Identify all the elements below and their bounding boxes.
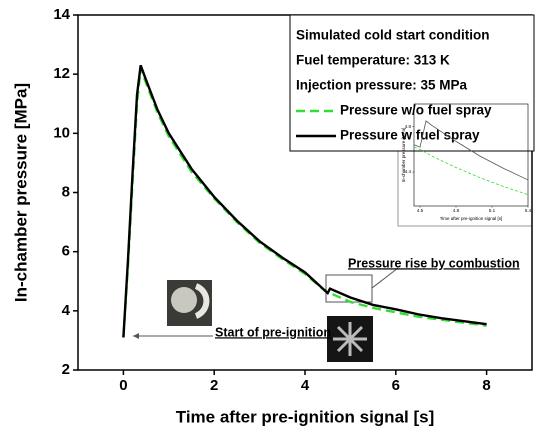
legend-title: Simulated cold start condition [296, 28, 490, 43]
y-tick-label: 8 [62, 183, 70, 200]
series-line [122, 64, 487, 338]
x-tick-label: 0 [119, 377, 127, 394]
x-tick-label: 4.8 [453, 208, 460, 213]
y-tick-label: 10 [53, 124, 70, 141]
x-axis-label: Time after pre-ignition signal [s] [440, 216, 503, 221]
x-tick-label: 4 [301, 377, 310, 394]
y-axis-label: In-chamber pressure [MPa] [401, 128, 406, 183]
plot-frame [413, 103, 529, 207]
y-axis-label: In-chamber pressure [MPa] [11, 83, 30, 302]
photo-detail [194, 283, 210, 319]
x-tick-label: 8 [482, 377, 490, 394]
spray-plumes [333, 322, 367, 356]
legend-box [289, 14, 535, 152]
x-tick-label: 2 [210, 377, 218, 394]
series-line [413, 120, 529, 181]
x-tick-label: 5.4 [525, 208, 532, 213]
legend-title: Injection pressure: 35 MPa [296, 78, 468, 93]
y-tick-label: 4 [62, 302, 71, 319]
legend-label: Pressure w fuel spray [340, 128, 480, 143]
annotation: Start of pre-ignition [215, 325, 331, 339]
zoom-arrow [371, 267, 399, 289]
annotation: Pressure rise by combustion [348, 256, 520, 270]
legend-title: Fuel temperature: 313 K [296, 53, 450, 68]
y-tick-label: 2 [62, 361, 70, 378]
x-tick-label: 5.1 [489, 208, 496, 213]
x-axis-label: Time after pre-ignition signal [s] [176, 407, 435, 426]
y-tick-label: 4.8 [405, 124, 412, 129]
legend-label: Pressure w/o fuel spray [340, 103, 492, 118]
x-tick-label: 4.5 [417, 208, 424, 213]
y-tick-label: 6 [62, 243, 70, 260]
y-tick-label: 14 [53, 6, 70, 23]
x-tick-label: 6 [392, 377, 400, 394]
photo-detail [171, 287, 197, 313]
series-line [413, 146, 529, 196]
y-tick-label: 12 [53, 65, 70, 82]
y-tick-label: 4.4 [405, 169, 412, 174]
arrow-head [133, 333, 139, 339]
